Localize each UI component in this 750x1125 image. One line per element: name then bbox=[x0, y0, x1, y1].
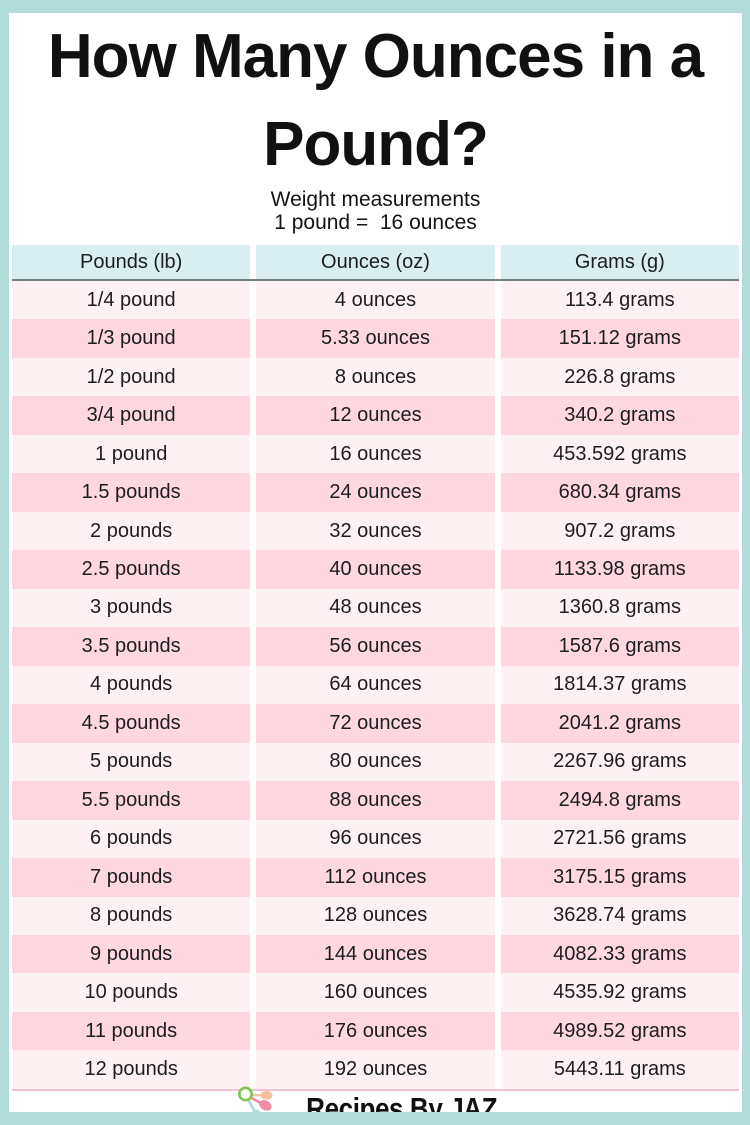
column-header-pounds: Pounds (lb) bbox=[12, 245, 251, 279]
grams-cell: 2721.56 grams bbox=[500, 819, 739, 859]
brand-name: Recipes By JAZ bbox=[306, 1091, 497, 1125]
table-header-row: Pounds (lb) Ounces (oz) Grams (g) bbox=[12, 245, 739, 281]
table-row: 1/2 pound 8 ounces 226.8 grams bbox=[12, 357, 739, 397]
ounces-cell: 32 ounces bbox=[256, 511, 495, 551]
ounces-cell: 64 ounces bbox=[256, 665, 495, 705]
table-body: 1/4 pound 4 ounces 113.4 grams 1/3 pound 5.3… bbox=[12, 281, 739, 1091]
ounces-cell: 48 ounces bbox=[256, 588, 495, 628]
table-row: 1/3 pound 5.33 ounces 151.12 grams bbox=[12, 319, 739, 358]
subtitle-weight-measurements: Weight measurements bbox=[270, 188, 481, 211]
pounds-cell: 2 pounds bbox=[12, 511, 251, 551]
table-row: 1.5 pounds 24 ounces 680.34 grams bbox=[12, 473, 739, 512]
pounds-cell: 4 pounds bbox=[12, 665, 251, 705]
page-title-line1: How Many Ounces in a bbox=[47, 22, 704, 91]
grams-cell: 1587.6 grams bbox=[500, 627, 739, 666]
ounces-cell: 5.33 ounces bbox=[256, 319, 495, 358]
ounces-cell: 40 ounces bbox=[256, 550, 495, 589]
ounces-cell: 192 ounces bbox=[256, 1050, 495, 1089]
ounces-cell: 160 ounces bbox=[256, 973, 495, 1012]
ounces-cell: 176 ounces bbox=[256, 1011, 495, 1051]
table-row: 3/4 pound 12 ounces 340.2 grams bbox=[12, 396, 739, 435]
ounces-cell: 24 ounces bbox=[256, 473, 495, 512]
ounces-cell: 96 ounces bbox=[256, 819, 495, 859]
grams-cell: 1133.98 grams bbox=[500, 550, 739, 589]
pounds-cell: 1/3 pound bbox=[12, 319, 251, 358]
table-row: 1 pound 16 ounces 453.592 grams bbox=[12, 434, 739, 474]
pounds-cell: 1 pound bbox=[12, 434, 251, 474]
pounds-cell: 2.5 pounds bbox=[12, 550, 251, 589]
pounds-cell: 1.5 pounds bbox=[12, 473, 251, 512]
table-row: 8 pounds 128 ounces 3628.74 grams bbox=[12, 896, 739, 935]
grams-cell: 907.2 grams bbox=[500, 511, 739, 551]
grams-cell: 226.8 grams bbox=[500, 357, 739, 397]
table-row: 7 pounds 112 ounces 3175.15 grams bbox=[12, 858, 739, 897]
grams-cell: 113.4 grams bbox=[500, 281, 739, 320]
ounces-cell: 56 ounces bbox=[256, 627, 495, 666]
grams-cell: 5443.11 grams bbox=[500, 1050, 739, 1089]
table-row: 6 pounds 96 ounces 2721.56 grams bbox=[12, 819, 739, 859]
ounces-cell: 4 ounces bbox=[256, 281, 495, 320]
ounces-cell: 8 ounces bbox=[256, 357, 495, 397]
pounds-cell: 12 pounds bbox=[12, 1050, 251, 1089]
ounces-cell: 12 ounces bbox=[256, 396, 495, 435]
grams-cell: 2494.8 grams bbox=[500, 781, 739, 820]
grams-cell: 151.12 grams bbox=[500, 319, 739, 358]
table-row: 10 pounds 160 ounces 4535.92 grams bbox=[12, 973, 739, 1012]
column-header-grams: Grams (g) bbox=[500, 245, 739, 279]
pounds-cell: 11 pounds bbox=[12, 1011, 251, 1051]
pounds-cell: 8 pounds bbox=[12, 896, 251, 935]
grams-cell: 4535.92 grams bbox=[500, 973, 739, 1012]
ounces-cell: 88 ounces bbox=[256, 781, 495, 820]
page-title-line2: Pound? bbox=[263, 110, 489, 179]
pounds-cell: 5 pounds bbox=[12, 742, 251, 782]
grams-cell: 2041.2 grams bbox=[500, 704, 739, 743]
grams-cell: 453.592 grams bbox=[500, 434, 739, 474]
grams-cell: 3628.74 grams bbox=[500, 896, 739, 935]
table-row: 2.5 pounds 40 ounces 1133.98 grams bbox=[12, 550, 739, 589]
pounds-cell: 5.5 pounds bbox=[12, 781, 251, 820]
table-row: 12 pounds 192 ounces 5443.11 grams bbox=[12, 1050, 739, 1089]
grams-cell: 340.2 grams bbox=[500, 396, 739, 435]
table-row: 4.5 pounds 72 ounces 2041.2 grams bbox=[12, 704, 739, 743]
page-title: How Many Ounces in a Pound? bbox=[9, 13, 742, 189]
grams-cell: 2267.96 grams bbox=[500, 742, 739, 782]
pounds-cell: 7 pounds bbox=[12, 858, 251, 897]
brand-footer: Recipes By JAZ bbox=[9, 1086, 742, 1125]
grams-cell: 1360.8 grams bbox=[500, 588, 739, 628]
grams-cell: 3175.15 grams bbox=[500, 858, 739, 897]
ounces-cell: 112 ounces bbox=[256, 858, 495, 897]
table-row: 3.5 pounds 56 ounces 1587.6 grams bbox=[12, 627, 739, 666]
ounces-cell: 128 ounces bbox=[256, 896, 495, 935]
table-row: 11 pounds 176 ounces 4989.52 grams bbox=[12, 1011, 739, 1051]
ounces-cell: 80 ounces bbox=[256, 742, 495, 782]
table-row: 5 pounds 80 ounces 2267.96 grams bbox=[12, 742, 739, 782]
pounds-cell: 3/4 pound bbox=[12, 396, 251, 435]
pounds-cell: 9 pounds bbox=[12, 934, 251, 974]
ounces-cell: 16 ounces bbox=[256, 434, 495, 474]
grams-cell: 680.34 grams bbox=[500, 473, 739, 512]
column-header-ounces: Ounces (oz) bbox=[256, 245, 495, 279]
measuring-spoons-icon bbox=[237, 1086, 273, 1112]
ounces-cell: 72 ounces bbox=[256, 704, 495, 743]
table-row: 4 pounds 64 ounces 1814.37 grams bbox=[12, 665, 739, 705]
pounds-cell: 10 pounds bbox=[12, 973, 251, 1012]
table-row: 9 pounds 144 ounces 4082.33 grams bbox=[12, 934, 739, 974]
conversion-table: Pounds (lb) Ounces (oz) Grams (g) 1/4 po… bbox=[12, 245, 739, 1091]
pounds-cell: 3 pounds bbox=[12, 588, 251, 628]
pounds-cell: 6 pounds bbox=[12, 819, 251, 859]
grams-cell: 4082.33 grams bbox=[500, 934, 739, 974]
grams-cell: 1814.37 grams bbox=[500, 665, 739, 705]
grams-cell: 4989.52 grams bbox=[500, 1011, 739, 1051]
ounces-cell: 144 ounces bbox=[256, 934, 495, 974]
table-row: 1/4 pound 4 ounces 113.4 grams bbox=[12, 281, 739, 320]
table-row: 3 pounds 48 ounces 1360.8 grams bbox=[12, 588, 739, 628]
table-row: 5.5 pounds 88 ounces 2494.8 grams bbox=[12, 781, 739, 820]
pounds-cell: 3.5 pounds bbox=[12, 627, 251, 666]
pounds-cell: 1/2 pound bbox=[12, 357, 251, 397]
pounds-cell: 1/4 pound bbox=[12, 281, 251, 320]
table-row: 2 pounds 32 ounces 907.2 grams bbox=[12, 511, 739, 551]
subtitle-conversion-rule: 1 pound = 16 ounces bbox=[274, 210, 477, 234]
pounds-cell: 4.5 pounds bbox=[12, 704, 251, 743]
